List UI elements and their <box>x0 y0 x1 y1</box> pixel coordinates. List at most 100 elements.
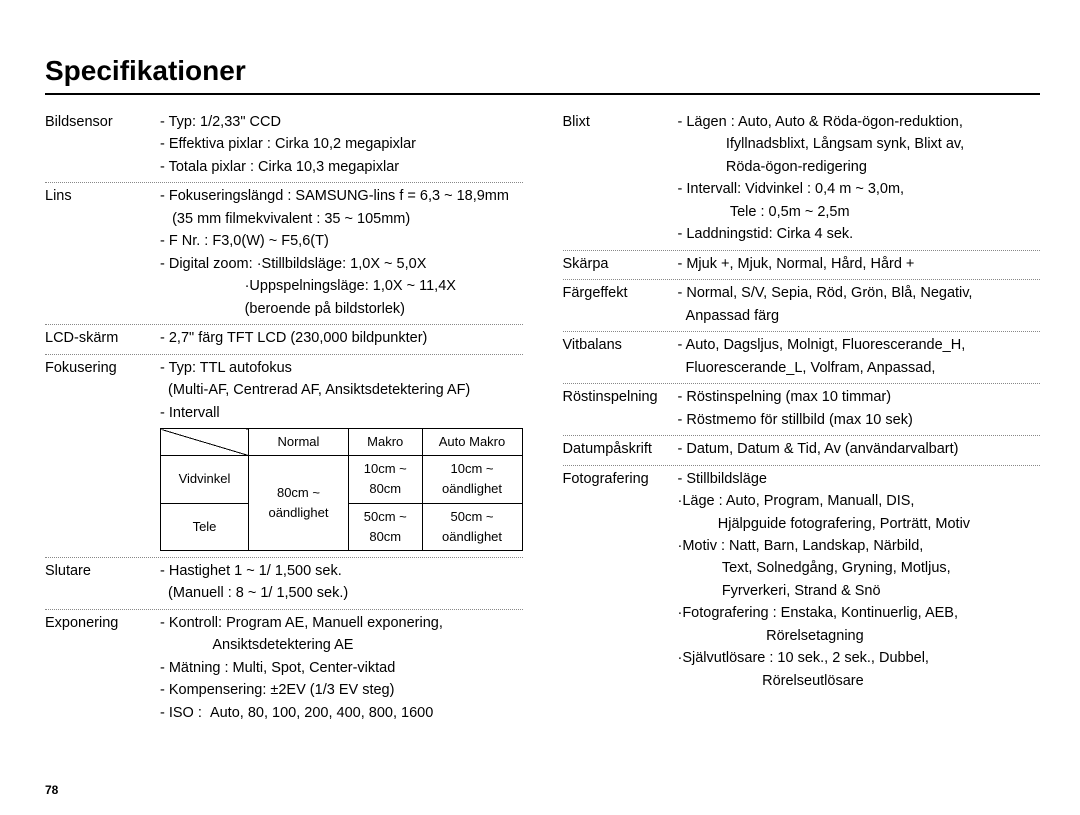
spec-value: - 2,7" färg TFT LCD (230,000 bildpunkter… <box>160 327 523 349</box>
spec-value: - Datum, Datum & Tid, Av (användarvalbar… <box>678 438 1041 460</box>
spec-line: - Kontroll: Program AE, Manuell exponeri… <box>160 612 523 634</box>
spec-row: Skärpa- Mjuk +, Mjuk, Normal, Hård, Hård… <box>563 251 1041 280</box>
spec-value: - Kontroll: Program AE, Manuell exponeri… <box>160 612 523 724</box>
spec-label: Skärpa <box>563 253 678 275</box>
spec-label: Fokusering <box>45 357 160 379</box>
spec-line: ·Motiv : Natt, Barn, Landskap, Närbild, <box>678 535 1041 557</box>
spec-line: Röda-ögon-redigering <box>678 156 1041 178</box>
right-column: Blixt- Lägen : Auto, Auto & Röda-ögon-re… <box>563 109 1041 728</box>
table-cell: 80cm ~ oändlighet <box>249 456 349 551</box>
spec-line: - Röstinspelning (max 10 timmar) <box>678 386 1041 408</box>
spec-value: - Fokuseringslängd : SAMSUNG-lins f = 6,… <box>160 185 523 320</box>
spec-row: Fotografering- Stillbildsläge·Läge : Aut… <box>563 466 1041 697</box>
spec-line: Tele : 0,5m ~ 2,5m <box>678 201 1041 223</box>
spec-row: Bildsensor- Typ: 1/2,33" CCD- Effektiva … <box>45 109 523 183</box>
table-cell: Vidvinkel <box>161 456 249 503</box>
page-number: 78 <box>45 783 58 797</box>
table-header-cell: Auto Makro <box>422 429 522 456</box>
spec-label: Röstinspelning <box>563 386 678 408</box>
spec-line: Ifyllnadsblixt, Långsam synk, Blixt av, <box>678 133 1041 155</box>
spec-label: Lins <box>45 185 160 207</box>
spec-line: - Intervall: Vidvinkel : 0,4 m ~ 3,0m, <box>678 178 1041 200</box>
spec-line: - 2,7" färg TFT LCD (230,000 bildpunkter… <box>160 327 523 349</box>
spec-value: - Lägen : Auto, Auto & Röda-ögon-redukti… <box>678 111 1041 246</box>
table-cell: 10cm ~ oändlighet <box>422 456 522 503</box>
spec-line: - Kompensering: ±2EV (1/3 EV steg) <box>160 679 523 701</box>
spec-line: Fluorescerande_L, Volfram, Anpassad, <box>678 357 1041 379</box>
spec-line: - Effektiva pixlar : Cirka 10,2 megapixl… <box>160 133 523 155</box>
table-header-cell: Normal <box>249 429 349 456</box>
spec-line: - Intervall <box>160 402 523 424</box>
spec-value: - Normal, S/V, Sepia, Röd, Grön, Blå, Ne… <box>678 282 1041 327</box>
left-column: Bildsensor- Typ: 1/2,33" CCD- Effektiva … <box>45 109 523 728</box>
spec-label: Vitbalans <box>563 334 678 356</box>
spec-line: (35 mm filmekvivalent : 35 ~ 105mm) <box>160 208 523 230</box>
spec-row: Fokusering- Typ: TTL autofokus (Multi-AF… <box>45 355 523 558</box>
spec-line: - Datum, Datum & Tid, Av (användarvalbar… <box>678 438 1041 460</box>
page-title: Specifikationer <box>45 55 1040 95</box>
spec-line: - Typ: 1/2,33" CCD <box>160 111 523 133</box>
spec-line: ·Uppspelningsläge: 1,0X ~ 11,4X <box>160 275 523 297</box>
spec-line: - Laddningstid: Cirka 4 sek. <box>678 223 1041 245</box>
spec-label: Fotografering <box>563 468 678 490</box>
spec-line: - ISO : Auto, 80, 100, 200, 400, 800, 16… <box>160 702 523 724</box>
spec-line: Fyrverkeri, Strand & Snö <box>678 580 1041 602</box>
spec-line: (Multi-AF, Centrerad AF, Ansiktsdetekter… <box>160 379 523 401</box>
spec-value: - Typ: 1/2,33" CCD- Effektiva pixlar : C… <box>160 111 523 178</box>
spec-line: - Lägen : Auto, Auto & Röda-ögon-redukti… <box>678 111 1041 133</box>
focus-range-table: NormalMakroAuto Makro Vidvinkel80cm ~ oän… <box>160 428 523 551</box>
spec-line: Anpassad färg <box>678 305 1041 327</box>
spec-row: Datumpåskrift- Datum, Datum & Tid, Av (a… <box>563 436 1041 465</box>
spec-line: - Mjuk +, Mjuk, Normal, Hård, Hård + <box>678 253 1041 275</box>
table-cell: Tele <box>161 503 249 550</box>
spec-line: - Typ: TTL autofokus <box>160 357 523 379</box>
spec-line: - Totala pixlar : Cirka 10,3 megapixlar <box>160 156 523 178</box>
spec-label: LCD-skärm <box>45 327 160 349</box>
table-header-cell: Makro <box>348 429 422 456</box>
spec-value: - Mjuk +, Mjuk, Normal, Hård, Hård + <box>678 253 1041 275</box>
spec-line: - Stillbildsläge <box>678 468 1041 490</box>
spec-label: Bildsensor <box>45 111 160 133</box>
spec-row: Färgeffekt- Normal, S/V, Sepia, Röd, Grö… <box>563 280 1041 332</box>
spec-line: Ansiktsdetektering AE <box>160 634 523 656</box>
spec-line: - Digital zoom: ·Stillbildsläge: 1,0X ~ … <box>160 253 523 275</box>
spec-value: - Hastighet 1 ~ 1/ 1,500 sek. (Manuell :… <box>160 560 523 605</box>
spec-label: Exponering <box>45 612 160 634</box>
spec-line: ·Läge : Auto, Program, Manuall, DIS, <box>678 490 1041 512</box>
spec-row: Röstinspelning- Röstinspelning (max 10 t… <box>563 384 1041 436</box>
spec-line: Rörelseutlösare <box>678 670 1041 692</box>
spec-line: - Mätning : Multi, Spot, Center-viktad <box>160 657 523 679</box>
spec-value: - Röstinspelning (max 10 timmar)- Röstme… <box>678 386 1041 431</box>
columns-container: Bildsensor- Typ: 1/2,33" CCD- Effektiva … <box>45 109 1040 728</box>
spec-line: - Normal, S/V, Sepia, Röd, Grön, Blå, Ne… <box>678 282 1041 304</box>
spec-line: (beroende på bildstorlek) <box>160 298 523 320</box>
table-cell: 50cm ~ oändlighet <box>422 503 522 550</box>
spec-label: Färgeffekt <box>563 282 678 304</box>
spec-value: - Auto, Dagsljus, Molnigt, Fluorescerand… <box>678 334 1041 379</box>
spec-line: Text, Solnedgång, Gryning, Motljus, <box>678 557 1041 579</box>
spec-line: - Fokuseringslängd : SAMSUNG-lins f = 6,… <box>160 185 523 207</box>
spec-line: - Röstmemo för stillbild (max 10 sek) <box>678 409 1041 431</box>
spec-row: Exponering- Kontroll: Program AE, Manuel… <box>45 610 523 728</box>
spec-value: - Stillbildsläge·Läge : Auto, Program, M… <box>678 468 1041 693</box>
spec-line: - Hastighet 1 ~ 1/ 1,500 sek. <box>160 560 523 582</box>
spec-line: - Auto, Dagsljus, Molnigt, Fluorescerand… <box>678 334 1041 356</box>
spec-label: Blixt <box>563 111 678 133</box>
spec-line: - F Nr. : F3,0(W) ~ F5,6(T) <box>160 230 523 252</box>
spec-row: Lins- Fokuseringslängd : SAMSUNG-lins f … <box>45 183 523 325</box>
spec-line: (Manuell : 8 ~ 1/ 1,500 sek.) <box>160 582 523 604</box>
spec-label: Slutare <box>45 560 160 582</box>
spec-line: ·Fotografering : Enstaka, Kontinuerlig, … <box>678 602 1041 624</box>
spec-line: ·Självutlösare : 10 sek., 2 sek., Dubbel… <box>678 647 1041 669</box>
spec-row: Slutare- Hastighet 1 ~ 1/ 1,500 sek. (Ma… <box>45 558 523 610</box>
spec-row: Blixt- Lägen : Auto, Auto & Röda-ögon-re… <box>563 109 1041 251</box>
spec-value: - Typ: TTL autofokus (Multi-AF, Centrera… <box>160 357 523 553</box>
spec-row: LCD-skärm- 2,7" färg TFT LCD (230,000 bi… <box>45 325 523 354</box>
spec-line: Rörelsetagning <box>678 625 1041 647</box>
spec-line: Hjälpguide fotografering, Porträtt, Moti… <box>678 513 1041 535</box>
spec-label: Datumpåskrift <box>563 438 678 460</box>
table-cell: 10cm ~ 80cm <box>348 456 422 503</box>
table-header-cell <box>161 429 249 456</box>
spec-row: Vitbalans- Auto, Dagsljus, Molnigt, Fluo… <box>563 332 1041 384</box>
table-cell: 50cm ~ 80cm <box>348 503 422 550</box>
